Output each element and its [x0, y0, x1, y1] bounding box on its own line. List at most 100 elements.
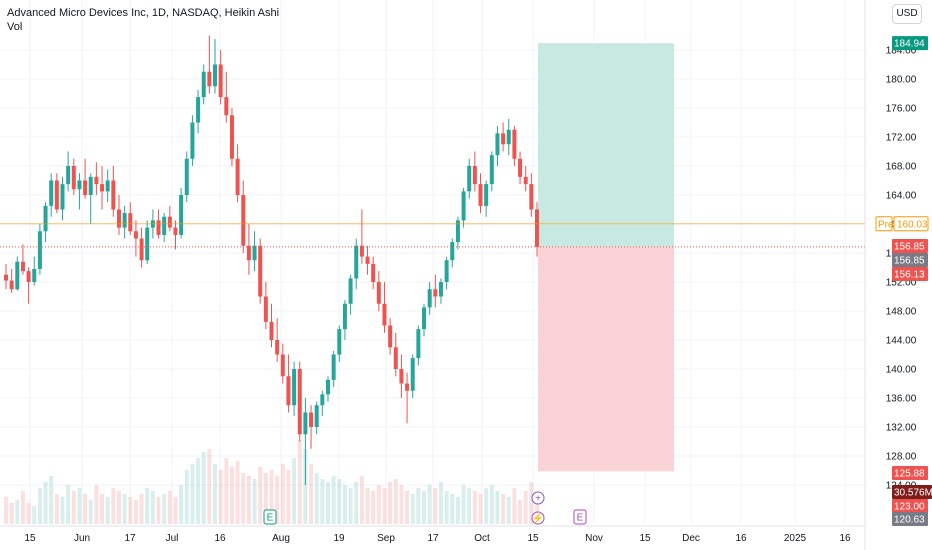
last-close-tag-2-bg	[892, 253, 928, 267]
candle-body	[173, 227, 178, 235]
time-tick-label: 16	[214, 533, 226, 544]
candle-body	[444, 260, 449, 282]
candle-body	[139, 238, 144, 261]
candle-body	[309, 412, 314, 427]
volume-bar	[433, 488, 438, 524]
volume-bar	[9, 503, 14, 524]
candle-body	[512, 129, 517, 159]
candle-body	[365, 256, 370, 264]
candle-body	[179, 195, 184, 235]
volume-bar	[179, 485, 184, 524]
time-tick-label: 15	[639, 533, 651, 544]
time-tick-label: 15	[24, 533, 36, 544]
volume-bar	[122, 494, 127, 524]
volume-bar	[410, 494, 415, 524]
volume-bar	[359, 476, 364, 524]
volume-bar	[495, 491, 500, 524]
volume-bar	[190, 464, 195, 524]
volume-bar	[54, 494, 59, 524]
candle-body	[9, 280, 14, 290]
candle-body	[252, 245, 257, 261]
candle-body	[37, 231, 42, 269]
volume-bar	[422, 491, 427, 524]
volume-bar	[478, 494, 483, 524]
candle-body	[32, 268, 37, 282]
volume-bar	[506, 497, 511, 524]
candle-body	[337, 329, 342, 355]
price-tick-label: 184.00	[886, 46, 917, 57]
candle-body	[484, 184, 489, 206]
price-tick-label: 176.00	[886, 104, 917, 115]
candle-body	[218, 64, 223, 98]
currency-button[interactable]: USD	[892, 4, 922, 24]
target-price-tag-bg	[892, 36, 928, 51]
candle-body	[201, 71, 206, 98]
candle-body	[280, 354, 285, 377]
volume-bar	[376, 485, 381, 524]
candle-body	[54, 180, 59, 210]
candle-body	[314, 405, 319, 427]
volume-bar	[167, 491, 172, 524]
candle-body	[15, 261, 20, 290]
candle-body	[342, 303, 347, 330]
volume-bar	[111, 488, 116, 524]
volume-bar	[4, 497, 8, 524]
candle-body	[292, 369, 297, 406]
time-tick-label: 15	[527, 533, 539, 544]
volume-bar	[489, 485, 494, 524]
last-close-tag-2: 156.85	[894, 256, 925, 267]
volume-bar	[320, 479, 325, 524]
low-price-tag-2: 120.63	[894, 515, 925, 526]
volume-bar	[49, 476, 54, 524]
low-price-tag-2-bg	[892, 512, 928, 526]
volume-bar	[263, 473, 268, 524]
candle-body	[393, 347, 398, 369]
price-tick-label: 140.00	[886, 365, 917, 376]
volume-bar	[325, 482, 330, 524]
volume-bar	[354, 482, 359, 524]
volume-bar	[337, 479, 342, 524]
volume-bar	[512, 488, 517, 524]
candle-body	[348, 278, 353, 304]
volume-bar	[461, 485, 466, 524]
time-tick-label: 16	[735, 533, 747, 544]
candle-body	[382, 303, 387, 326]
candle-body	[43, 205, 48, 232]
volume-bar	[427, 485, 432, 524]
candle-body	[258, 245, 263, 297]
low-price-tag: 123.00	[894, 502, 925, 513]
candle-body	[376, 282, 381, 304]
volume-bar	[235, 461, 240, 524]
volume-bar	[60, 497, 65, 524]
volume-bar	[309, 464, 314, 524]
split-marker-bg	[531, 511, 545, 525]
stop-zone	[538, 246, 674, 472]
volume-bar	[229, 467, 234, 524]
candle-body	[354, 245, 359, 279]
price-tick-label: 136.00	[886, 394, 917, 405]
volume-bar	[399, 485, 404, 524]
candle-body	[66, 166, 71, 185]
volume-bar	[94, 485, 99, 524]
volume-bar	[297, 440, 302, 524]
candle-body	[128, 213, 133, 232]
price-tick-label: 168.00	[886, 162, 917, 173]
candle-body	[427, 289, 432, 308]
target-price-tag: 184.94	[894, 39, 925, 50]
time-tick-label: Sep	[377, 533, 395, 544]
volume-bar	[218, 470, 223, 524]
volume-indicator-label[interactable]: Vol	[7, 21, 23, 33]
candle-body	[518, 158, 523, 177]
volume-bar	[535, 494, 539, 524]
candle-body	[156, 220, 161, 235]
volume-bar	[348, 488, 353, 524]
earnings-future-marker: E	[577, 513, 584, 524]
volume-bar	[518, 500, 523, 524]
volume-bar	[116, 491, 121, 524]
candle-body	[450, 242, 455, 261]
volume-bar	[105, 497, 110, 524]
candle-body	[111, 180, 116, 210]
candle-body	[535, 209, 539, 247]
volume-bar	[444, 491, 449, 524]
